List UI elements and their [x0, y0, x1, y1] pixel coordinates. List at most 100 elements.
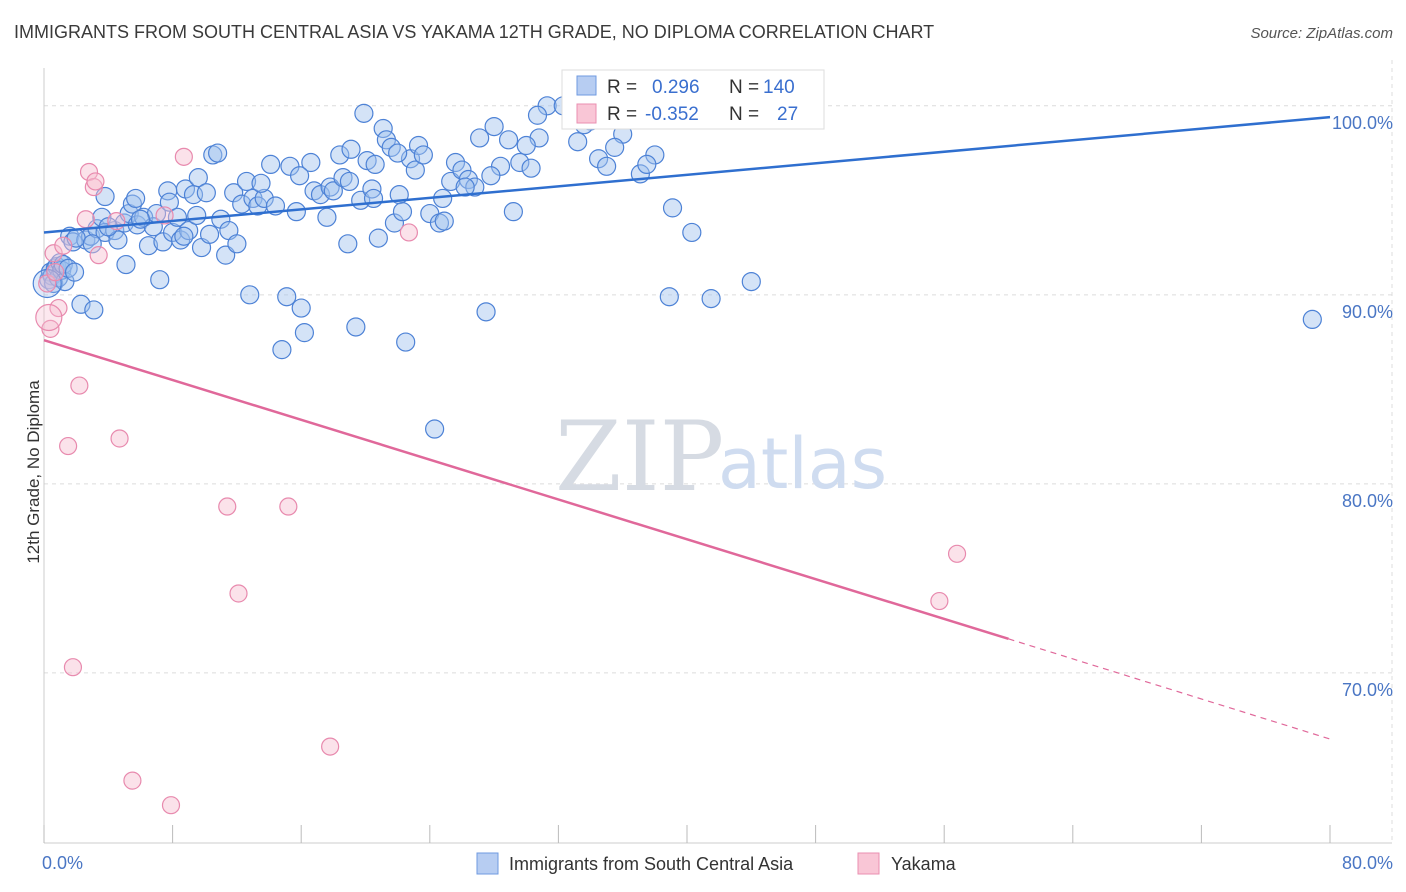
point-immigrants-26: [116, 254, 136, 275]
point-yakama-16: [123, 771, 142, 790]
point-immigrants-112: [503, 202, 523, 222]
point-immigrants-121: [597, 156, 617, 176]
point-immigrants-61: [254, 188, 274, 209]
y-tick-labels: 100.0% 90.0% 80.0% 70.0%: [1332, 113, 1393, 700]
point-immigrants-29: [126, 188, 146, 209]
point-yakama-9: [76, 210, 95, 229]
point-immigrants-35: [150, 270, 170, 290]
stats-r-value-2: -0.352: [645, 104, 699, 125]
watermark-zip: ZIP: [555, 401, 724, 513]
point-immigrants-90: [384, 213, 405, 233]
point-immigrants-52: [216, 245, 236, 265]
point-yakama-5: [54, 236, 73, 255]
chart-source: Source: ZipAtlas.com: [1250, 25, 1393, 42]
point-immigrants-125: [659, 287, 679, 307]
stats-legend-frame: [561, 69, 825, 130]
point-yakama-6: [59, 436, 78, 456]
point-immigrants-149: [527, 105, 548, 125]
point-immigrants-138: [289, 166, 310, 186]
point-immigrants-65: [277, 287, 297, 307]
point-yakama-23: [321, 737, 340, 756]
point-immigrants-95: [405, 160, 425, 180]
bottom-legend: Immigrants from South Central Asia Yakam…: [476, 852, 957, 875]
stats-n-value-1: 140: [763, 77, 795, 98]
watermark-atlas: atlas: [718, 423, 887, 505]
point-immigrants-113: [510, 152, 530, 173]
point-immigrants-70: [301, 152, 321, 173]
x-tick-label-0: 0.0%: [42, 853, 83, 873]
point-immigrants-73: [317, 207, 337, 227]
point-yakama-8: [70, 376, 89, 395]
point-immigrants-67: [286, 202, 306, 222]
point-immigrants-50: [208, 143, 228, 163]
point-yakama-21: [229, 584, 248, 603]
point-immigrants-135: [174, 226, 194, 246]
point-yakama-20: [218, 497, 237, 516]
legend-swatch-immigrants: [476, 852, 499, 875]
point-yakama-22: [279, 497, 298, 516]
point-immigrants-55: [227, 234, 247, 254]
point-yakama-13: [89, 246, 108, 265]
axes: [43, 68, 1392, 844]
point-immigrants-148: [637, 154, 657, 175]
point-immigrants-140: [363, 188, 384, 209]
point-immigrants-118: [568, 132, 588, 152]
point-immigrants-14: [64, 262, 85, 282]
y-tick-label-1: 90.0%: [1342, 302, 1393, 322]
point-immigrants-82: [354, 103, 374, 123]
point-immigrants-106: [465, 177, 485, 197]
point-immigrants-28: [122, 194, 143, 214]
trend-line-yakama-extension: [1008, 638, 1331, 740]
point-immigrants-62: [261, 154, 281, 175]
point-immigrants-99: [425, 419, 445, 439]
point-immigrants-92: [392, 202, 413, 222]
point-immigrants-101: [434, 211, 454, 231]
point-yakama-7: [63, 658, 83, 677]
point-immigrants-47: [196, 183, 216, 203]
point-immigrants-58: [240, 285, 260, 305]
legend-label-immigrants: Immigrants from South Central Asia: [509, 854, 794, 874]
stats-legend-box: R = 0.296 N = 140 R = -0.352 N = 27: [561, 69, 825, 130]
legend-label-yakama: Yakama: [891, 854, 957, 874]
point-immigrants-80: [346, 317, 366, 337]
trend-lines: [43, 115, 1331, 740]
point-immigrants-56: [232, 194, 252, 214]
stats-n-label-2: N =: [729, 104, 759, 125]
point-immigrants-114: [521, 158, 541, 178]
point-immigrants-144: [481, 166, 501, 186]
point-yakama-24: [399, 223, 419, 242]
point-yakama-18: [161, 796, 181, 815]
point-immigrants-45: [188, 168, 208, 188]
x-tick-label-1: 80.0%: [1342, 853, 1393, 873]
point-immigrants-128: [701, 289, 721, 309]
point-immigrants-103: [445, 152, 466, 173]
point-immigrants-69: [294, 323, 315, 343]
point-immigrants-145: [516, 135, 536, 156]
point-immigrants-129: [741, 271, 761, 292]
point-immigrants-120: [588, 149, 609, 169]
y-tick-label-0: 100.0%: [1332, 113, 1393, 133]
point-immigrants-141: [388, 143, 408, 163]
legend-swatch-yakama: [857, 852, 880, 875]
trend-line-immigrants: [43, 115, 1331, 234]
point-yakama-cluster: [35, 303, 63, 332]
point-immigrants-137: [251, 173, 271, 193]
point-immigrants-108: [476, 302, 496, 322]
point-yakama-26: [947, 544, 967, 563]
point-yakama-12: [86, 172, 105, 191]
point-immigrants-147: [605, 137, 625, 157]
point-immigrants-78: [338, 234, 358, 254]
stats-n-label-1: N =: [729, 77, 759, 98]
series-yakama-points: [35, 147, 967, 815]
point-immigrants-96: [408, 135, 429, 156]
point-immigrants-72: [310, 185, 331, 205]
point-immigrants-132: [82, 234, 102, 254]
chart-title: IMMIGRANTS FROM SOUTH CENTRAL ASIA VS YA…: [14, 22, 934, 42]
point-immigrants-97: [413, 145, 433, 165]
point-immigrants-64: [272, 340, 292, 360]
point-immigrants-93: [396, 332, 416, 352]
point-immigrants-139: [339, 171, 360, 192]
point-immigrants-51: [211, 209, 231, 229]
point-immigrants-75: [323, 181, 343, 201]
